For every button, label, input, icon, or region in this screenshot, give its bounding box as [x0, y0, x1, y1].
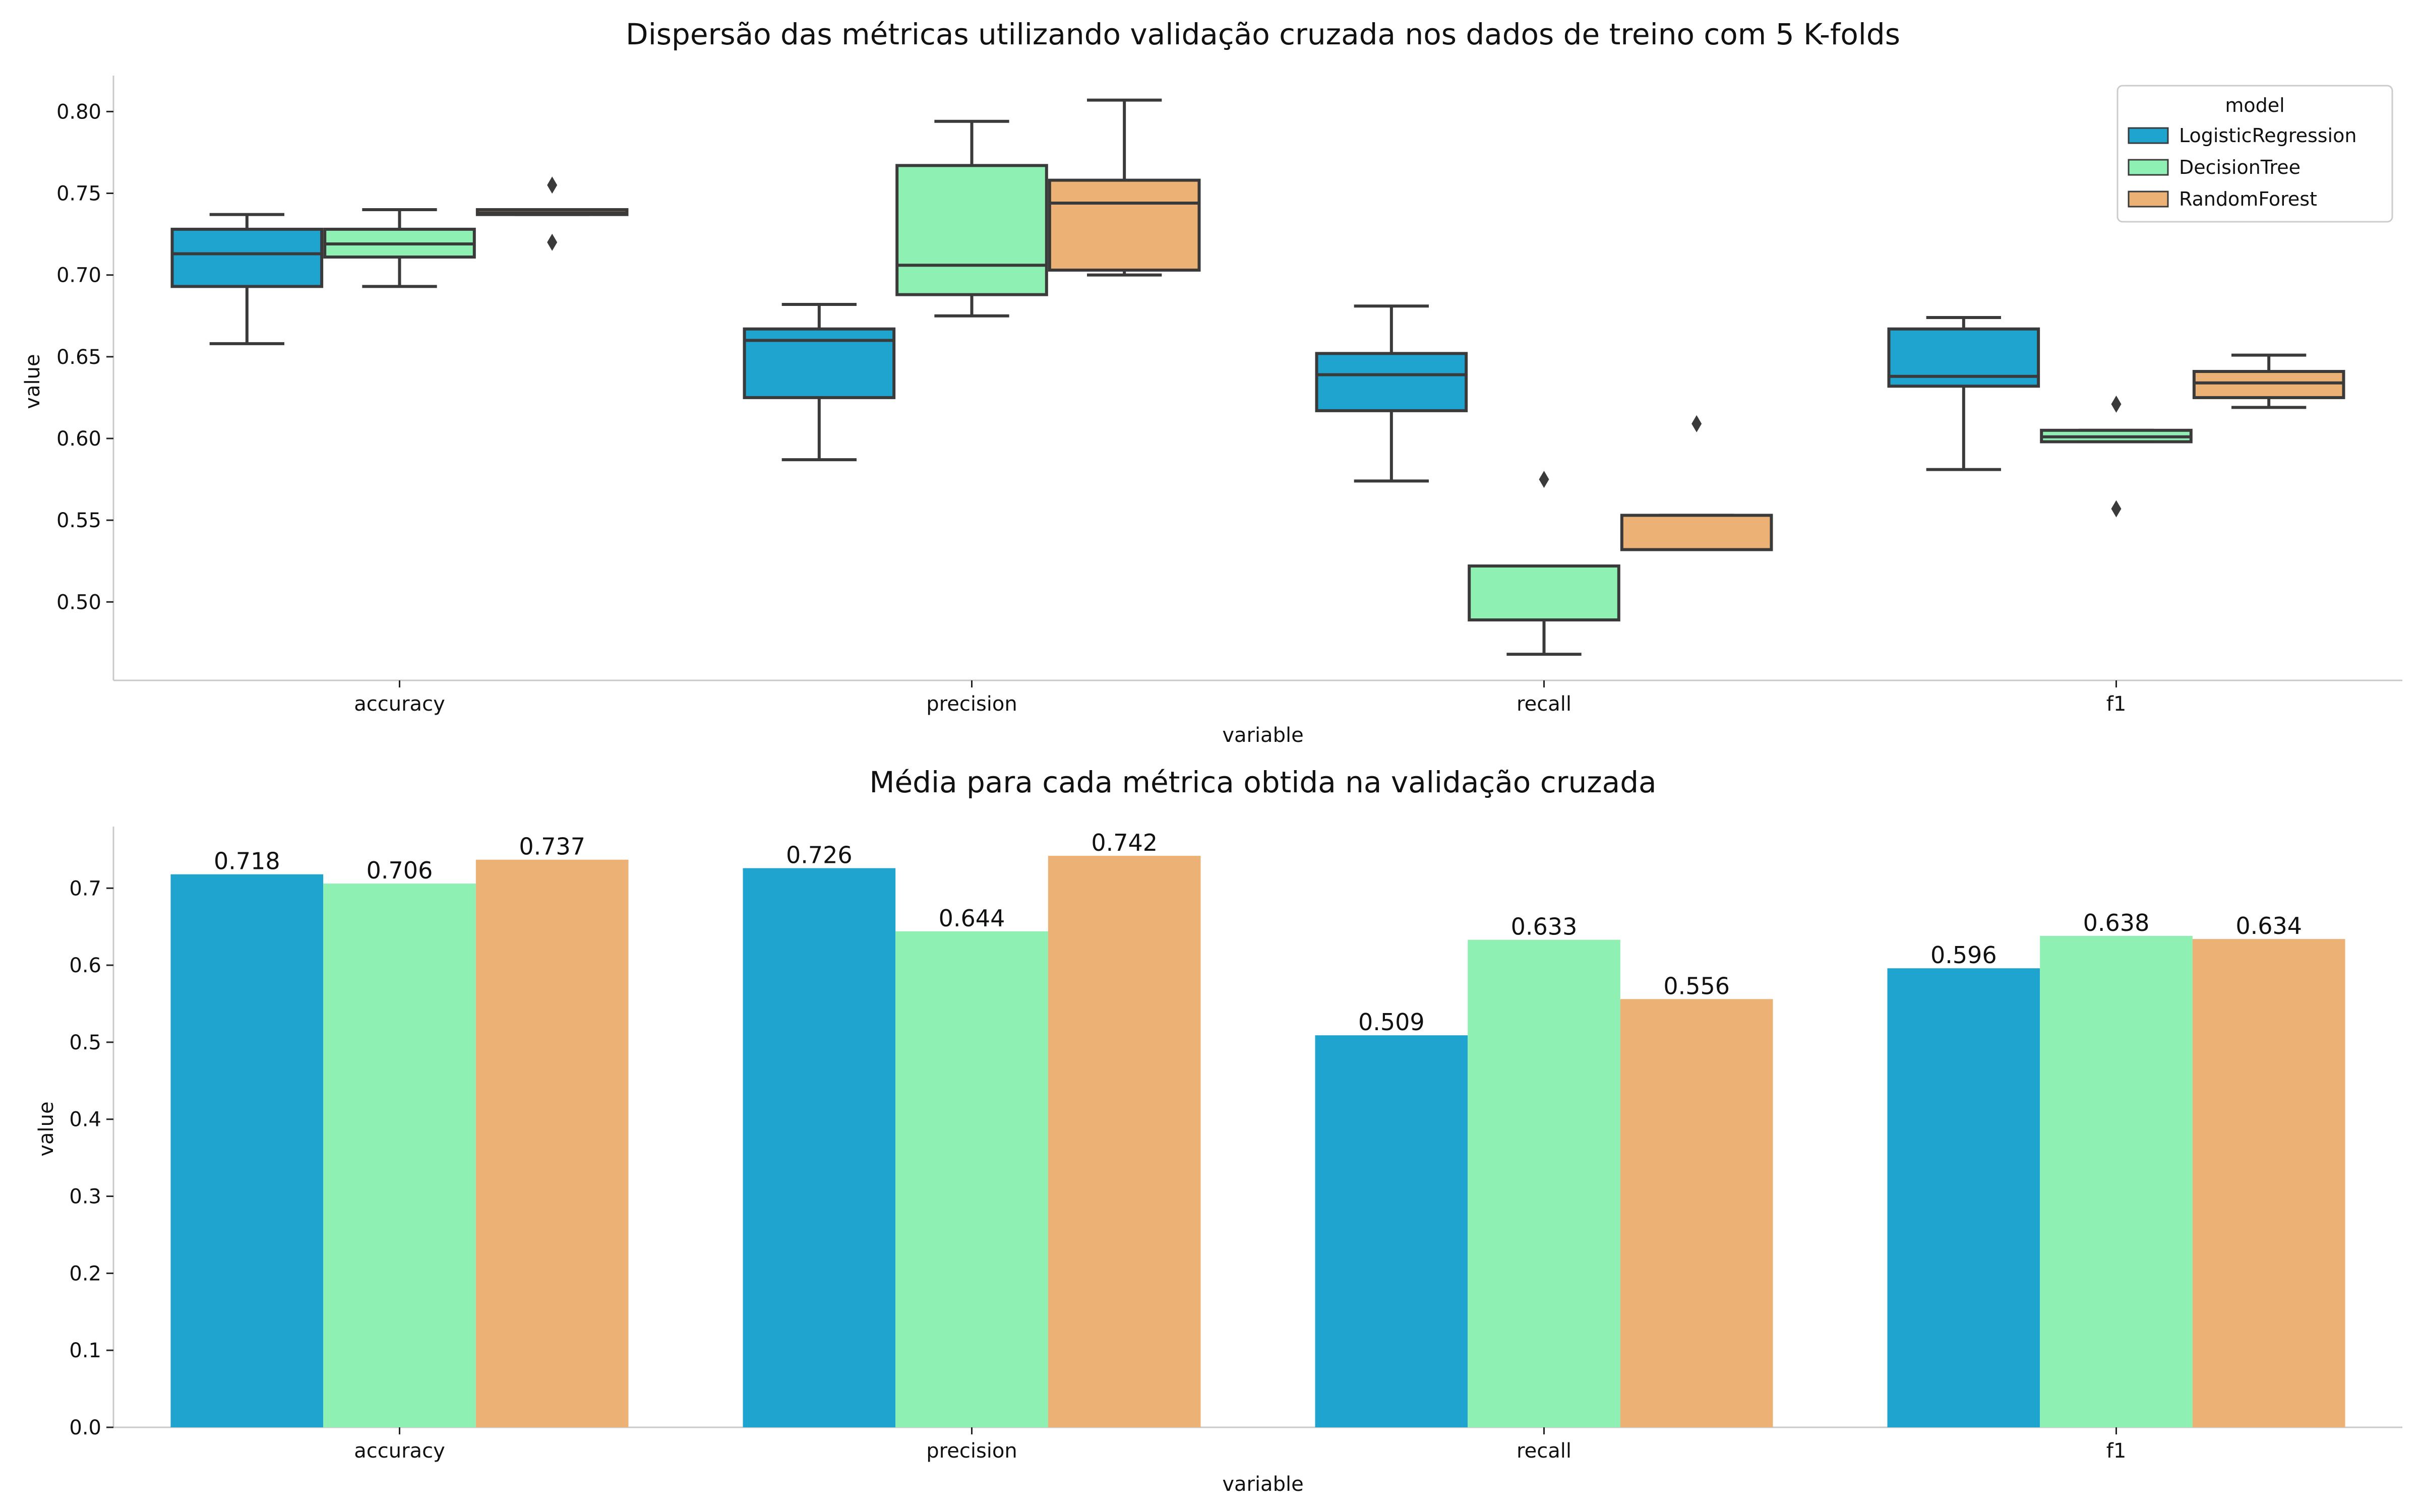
outlier-point: [2111, 500, 2122, 518]
bar-chart-y-tick-label: 0.0: [69, 1416, 101, 1439]
bar-randomforest-f1: [2192, 939, 2345, 1427]
box-decisiontree-precision: [895, 119, 1048, 318]
outlier-point: [1539, 471, 1549, 488]
bar-chart-x-tick-label-recall: recall: [1517, 1439, 1571, 1463]
bar-chart-y-tick-label: 0.7: [69, 877, 101, 900]
bar-logisticregression-accuracy: [170, 874, 324, 1427]
box-plot-y-tick-label: 0.75: [56, 182, 101, 206]
bar-logisticregression-recall-value-label: 0.509: [1358, 1009, 1425, 1036]
legend-title: model: [2225, 94, 2284, 116]
box-logisticregression-recall: [1315, 304, 1468, 483]
bar-chart-y-tick-label: 0.4: [69, 1108, 101, 1131]
legend-swatch-randomforest: [2128, 191, 2169, 208]
legend-label-decisiontree: DecisionTree: [2179, 156, 2301, 178]
bar-randomforest-recall: [1620, 999, 1773, 1427]
bar-chart-marks: 0.718 0.726 0.509 0.596 0.706 0.644 0.633 0.638…: [170, 829, 2345, 1427]
bar-randomforest-accuracy: [475, 859, 629, 1427]
bar-chart-x-tick-label-f1: f1: [2106, 1439, 2127, 1463]
bar-chart-ylabel: value: [35, 1101, 58, 1156]
legend: model LogisticRegression DecisionTree Rando…: [2116, 85, 2393, 223]
box-plot-marks: [170, 98, 2345, 656]
outlier-point: [547, 233, 558, 251]
bar-randomforest-f1-value-label: 0.634: [2235, 912, 2302, 939]
bar-chart-y-tick-label: 0.6: [69, 954, 101, 977]
bar-logisticregression-f1: [1887, 968, 2040, 1427]
box-plot-y-tick-label: 0.65: [56, 346, 101, 369]
box-body: [1468, 564, 1620, 622]
legend-frame: [2116, 85, 2393, 223]
legend-swatch-decisiontree: [2128, 159, 2169, 176]
bar-decisiontree-f1: [2040, 936, 2193, 1427]
bar-chart-y-tick-label: 0.3: [69, 1185, 101, 1209]
bar-randomforest-precision: [1048, 856, 1201, 1427]
bar-chart-axes: 0.0 0.1 0.2 0.3 0.4 0.5 0.6 0.7 accuracy precisio…: [69, 827, 2402, 1463]
bar-chart-title: Média para cada métrica obtida na valida…: [869, 765, 1656, 799]
box-body: [1048, 178, 1201, 272]
outlier-point: [2111, 395, 2122, 413]
box-plot-ylabel: value: [21, 354, 44, 409]
box-plot-y-tick-label: 0.50: [56, 591, 101, 614]
box-logisticregression-precision: [743, 303, 896, 462]
legend-label-logisticregression: LogisticRegression: [2179, 124, 2356, 147]
bar-chart-y-tick-label: 0.1: [69, 1339, 101, 1362]
box-decisiontree-f1: [2040, 395, 2193, 518]
box-plot-y-tick-label: 0.70: [56, 264, 101, 287]
bar-decisiontree-precision-value-label: 0.644: [939, 905, 1005, 932]
bar-decisiontree-precision: [895, 931, 1048, 1427]
bar-randomforest-recall-value-label: 0.556: [1663, 972, 1730, 999]
box-randomforest-precision: [1048, 98, 1201, 277]
bar-logisticregression-precision: [743, 868, 896, 1427]
outlier-point: [1691, 415, 1702, 432]
bar-chart-x-tick-label-precision: precision: [926, 1439, 1017, 1463]
outlier-point: [547, 176, 558, 194]
box-body: [895, 164, 1048, 296]
bar-decisiontree-recall: [1468, 939, 1620, 1427]
bar-chart-x-tick-label-accuracy: accuracy: [354, 1439, 445, 1463]
box-plot-axes: 0.50 0.55 0.60 0.65 0.70 0.75 0.80 accuracy prec…: [56, 76, 2402, 716]
box-plot-panel: Dispersão das métricas utilizando valida…: [21, 17, 2402, 747]
legend-swatch-logisticregression: [2128, 127, 2169, 144]
bar-logisticregression-f1-value-label: 0.596: [1930, 941, 1997, 969]
bar-logisticregression-accuracy-value-label: 0.718: [214, 848, 280, 875]
box-body: [1315, 352, 1468, 412]
bar-chart-panel: Média para cada métrica obtida na valida…: [35, 765, 2402, 1496]
bar-logisticregression-precision-value-label: 0.726: [786, 842, 853, 869]
box-randomforest-f1: [2192, 353, 2345, 409]
box-randomforest-recall: [1620, 415, 1773, 551]
box-body: [1620, 514, 1773, 551]
box-plot-xlabel: variable: [1222, 724, 1303, 747]
box-plot-x-tick-label-precision: precision: [926, 692, 1017, 716]
box-plot-title: Dispersão das métricas utilizando valida…: [626, 17, 1900, 51]
box-body: [2192, 370, 2345, 399]
bar-logisticregression-recall: [1315, 1035, 1468, 1427]
bar-randomforest-precision-value-label: 0.742: [1091, 829, 1158, 856]
box-plot-x-tick-label-accuracy: accuracy: [354, 692, 445, 716]
box-plot-y-tick-label: 0.55: [56, 509, 101, 532]
bar-decisiontree-recall-value-label: 0.633: [1511, 913, 1578, 940]
box-decisiontree-recall: [1468, 471, 1620, 656]
box-logisticregression-f1: [1887, 316, 2040, 471]
bar-decisiontree-accuracy: [323, 884, 476, 1427]
box-randomforest-accuracy: [475, 176, 629, 251]
box-logisticregression-accuracy: [170, 213, 324, 345]
box-decisiontree-accuracy: [323, 208, 476, 288]
box-body: [170, 227, 324, 288]
box-plot-x-tick-label-f1: f1: [2106, 692, 2127, 716]
bar-decisiontree-accuracy-value-label: 0.706: [367, 857, 433, 884]
bar-randomforest-accuracy-value-label: 0.737: [519, 833, 585, 860]
bar-chart-y-tick-label: 0.5: [69, 1031, 101, 1054]
bar-decisiontree-f1-value-label: 0.638: [2083, 909, 2150, 936]
bar-chart-xlabel: variable: [1222, 1473, 1303, 1496]
legend-label-randomforest: RandomForest: [2179, 188, 2317, 210]
box-plot-y-tick-label: 0.80: [56, 100, 101, 123]
box-plot-y-tick-label: 0.60: [56, 427, 101, 451]
bar-chart-y-tick-label: 0.2: [69, 1262, 101, 1285]
box-plot-x-tick-label-recall: recall: [1517, 692, 1571, 716]
